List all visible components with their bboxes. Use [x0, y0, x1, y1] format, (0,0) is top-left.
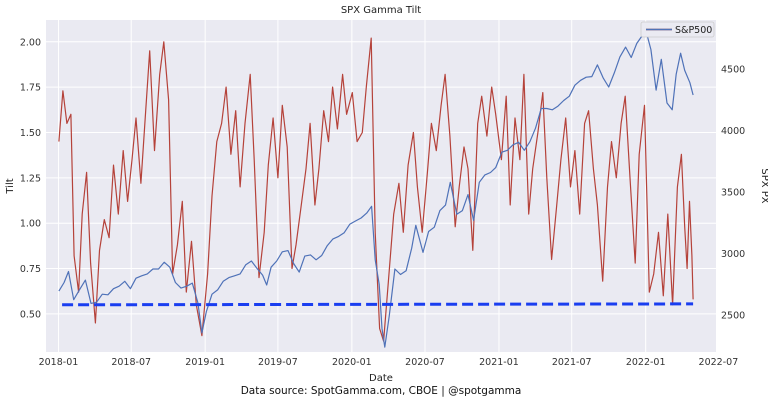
legend: S&P500 [640, 21, 715, 38]
x-tick-label: 2022-01 [626, 357, 666, 368]
y-tick-label-left: 1.75 [20, 83, 41, 94]
x-tick-label: 2020-07 [405, 357, 445, 368]
x-axis-label: Date [369, 373, 393, 384]
y-tick-label-left: 0.75 [20, 264, 41, 275]
legend-box [640, 21, 715, 38]
caption: Data source: SpotGamma.com, CBOE | @spot… [241, 385, 522, 397]
y-tick-label-left: 1.50 [20, 128, 41, 139]
legend-label-sp500: S&P500 [675, 25, 712, 36]
x-tick-label: 2018-07 [111, 357, 151, 368]
y-axis-label-left: Tilt [5, 178, 16, 194]
y-tick-label-right: 3500 [721, 188, 745, 199]
chart-title: SPX Gamma Tilt [341, 5, 421, 16]
y-tick-label-right: 4500 [721, 65, 745, 76]
y-tick-label-left: 1.25 [20, 173, 41, 184]
y-tick-label-right: 4000 [721, 126, 745, 137]
x-tick-label: 2019-07 [258, 357, 298, 368]
x-tick-label: 2022-07 [699, 357, 739, 368]
x-tick-label: 2018-01 [39, 357, 79, 368]
y-tick-label-left: 0.50 [20, 309, 41, 320]
series-line-tilt [58, 37, 694, 342]
series-line-threshold [62, 302, 694, 307]
tick-layer: 2018-01 2018-07 2019-01 2019-07 2020-01 2020-… [20, 37, 745, 368]
x-tick-label: 2021-07 [552, 357, 592, 368]
plot-area [46, 20, 716, 352]
y-axis-label-right: SPX PX [759, 168, 768, 203]
y-tick-label-right: 3000 [721, 249, 745, 260]
series-layer [58, 32, 694, 348]
x-tick-label: 2021-01 [479, 357, 519, 368]
y-tick-label-right: 2500 [721, 311, 745, 322]
series-line-sp500 [58, 32, 694, 348]
y-tick-label-left: 2.00 [20, 37, 41, 48]
x-tick-label: 2019-01 [185, 357, 225, 368]
y-tick-label-left: 1.00 [20, 219, 41, 230]
x-tick-label: 2020-01 [332, 357, 372, 368]
